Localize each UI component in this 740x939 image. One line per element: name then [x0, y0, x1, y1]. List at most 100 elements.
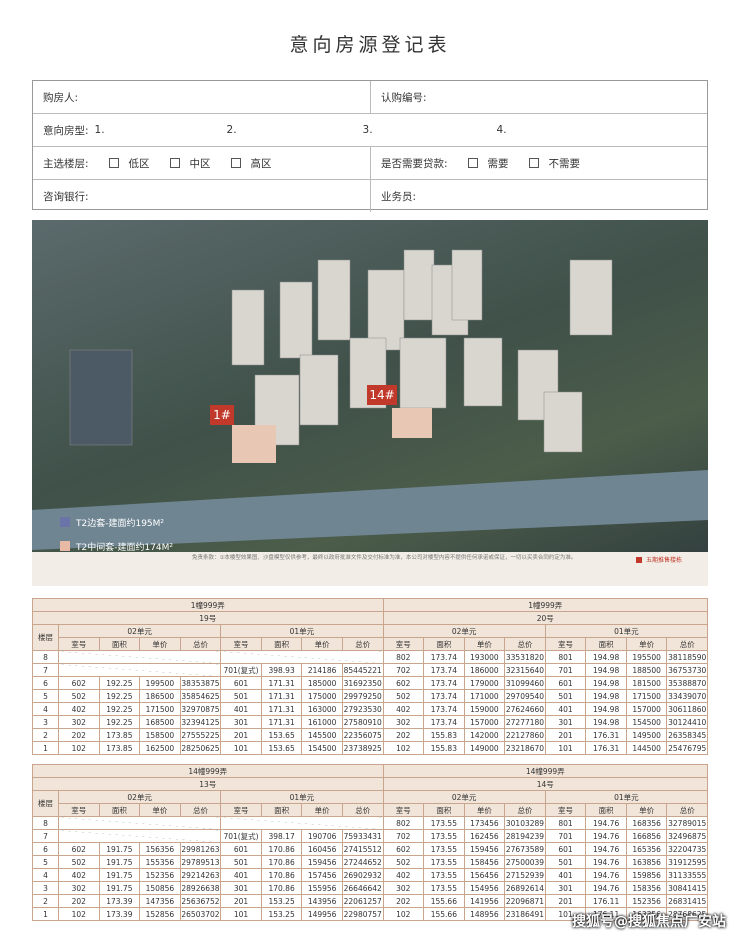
data-row: 5 502 192.25 186500 35854625 501 171.31 175000 2…	[32, 689, 708, 703]
cell: 101	[544, 741, 587, 755]
cell: 601	[544, 842, 587, 856]
option: 2.	[226, 124, 237, 136]
cell: 27923530	[341, 702, 384, 716]
cell: 154500	[301, 741, 343, 755]
cell: 501	[544, 855, 587, 869]
cell: 158456	[463, 855, 506, 869]
cell: 26902932	[341, 868, 384, 882]
cell: 188500	[625, 663, 668, 677]
cell: 170.86	[260, 855, 303, 869]
cell: 602	[382, 676, 425, 690]
cell: 173.74	[423, 702, 465, 716]
cell: 32394125	[179, 715, 222, 729]
cell: 171500	[139, 702, 181, 716]
cell: 32789015	[666, 816, 708, 830]
column-header: 单价	[625, 637, 668, 651]
cell: 149956	[301, 907, 343, 921]
label: 主选楼层:	[43, 157, 89, 170]
cell: 142000	[463, 728, 506, 742]
cell: 173.55	[423, 816, 465, 830]
cell: 23738925	[341, 741, 384, 755]
cell: 27500039	[504, 855, 546, 869]
cell: 401	[544, 868, 587, 882]
cell: 162500	[139, 741, 181, 755]
column-header: 室号	[544, 637, 587, 651]
header-row: 1幢999弄 1幢999弄	[32, 598, 708, 612]
block-building: 14幢999弄	[382, 764, 708, 778]
cell: 22356075	[341, 728, 384, 742]
cell: 153.65	[260, 741, 303, 755]
cell: 398.93	[260, 663, 303, 677]
cell: 173.74	[423, 715, 465, 729]
cell: 155.66	[423, 907, 465, 921]
cell: 601	[544, 676, 587, 690]
cell: 170.86	[260, 881, 303, 895]
cell: 202	[58, 728, 100, 742]
cell: 190706	[301, 829, 343, 843]
cell: 501	[220, 689, 262, 703]
cell: 143956	[301, 894, 343, 908]
cell: 302	[58, 715, 100, 729]
cell: 173.85	[98, 728, 141, 742]
column-header: 总价	[179, 637, 222, 651]
building-tag: 14#	[369, 388, 394, 402]
column-header: 总价	[341, 637, 384, 651]
floor: 4	[32, 702, 59, 716]
cell: 173.39	[98, 894, 141, 908]
cell: 171000	[463, 689, 506, 703]
cell: 194.98	[585, 702, 627, 716]
column-header: 室号	[220, 803, 262, 817]
unit: 01单元	[220, 790, 384, 804]
checkbox[interactable]	[467, 158, 478, 168]
column-header: 面积	[423, 803, 465, 817]
cell: 27673589	[504, 842, 546, 856]
block-no: 20号	[382, 611, 708, 625]
option: 中区	[189, 157, 211, 170]
unit: 02单元	[382, 624, 546, 638]
data-row: 1 102 173.39 152856 26503702 101 153.25 149956 2…	[32, 907, 708, 921]
cell: 163856	[625, 855, 668, 869]
cell: 165356	[625, 842, 668, 856]
cell: 179000	[463, 676, 506, 690]
cell: 32970875	[179, 702, 222, 716]
cell: 194.98	[585, 663, 627, 677]
unit: 02单元	[382, 790, 546, 804]
data-row: 2 202 173.39 147356 25636752 201 153.25 143956 2…	[32, 894, 708, 908]
column-header: 室号	[382, 803, 425, 817]
checkbox[interactable]	[169, 158, 180, 168]
cell: 398.17	[260, 829, 303, 843]
column-header: 室号	[220, 637, 262, 651]
checkbox[interactable]	[528, 158, 539, 168]
unit-row: 楼层 02单元 01单元 02单元 01单元	[32, 624, 709, 651]
cell: 173.74	[423, 676, 465, 690]
cell: 201	[544, 728, 587, 742]
cell: 173.55	[423, 881, 465, 895]
cell: 28194239	[504, 829, 546, 843]
floor: 6	[32, 842, 59, 856]
data-row: 6 602 192.25 199500 38353875 601 171.31 185000 3…	[32, 676, 708, 690]
cell: 157456	[301, 868, 343, 882]
header-row: 19号 20号	[32, 611, 708, 625]
cell: 28768625	[666, 907, 708, 921]
cell: 191.75	[98, 855, 141, 869]
column-header: 总价	[504, 637, 546, 651]
cell: 214186	[301, 663, 343, 677]
cell: 162456	[463, 829, 506, 843]
form: 购房人: 认购编号: 意向房型: 1. 2. 3. 4. 主选楼层: 低区 中区 高区…	[32, 80, 708, 212]
cell: 601	[220, 842, 262, 856]
cell: 75933431	[341, 829, 384, 843]
unit: 01单元	[544, 790, 709, 804]
cell: 168500	[139, 715, 181, 729]
cell: 176.31	[585, 728, 627, 742]
cell: 170.86	[260, 868, 303, 882]
checkbox[interactable]	[230, 158, 241, 168]
floor: 7	[32, 663, 59, 677]
cell: 157000	[625, 702, 668, 716]
cell: 159456	[463, 842, 506, 856]
price-table: 14幢999弄 14幢999弄 13号 14号 楼层 02单元 01单元 02单元 01单元 室号…	[32, 764, 709, 921]
column-header: 总价	[179, 803, 222, 817]
cell: 301	[220, 715, 262, 729]
cell: 27555225	[179, 728, 222, 742]
cell: 301	[220, 881, 262, 895]
checkbox[interactable]	[108, 158, 119, 168]
